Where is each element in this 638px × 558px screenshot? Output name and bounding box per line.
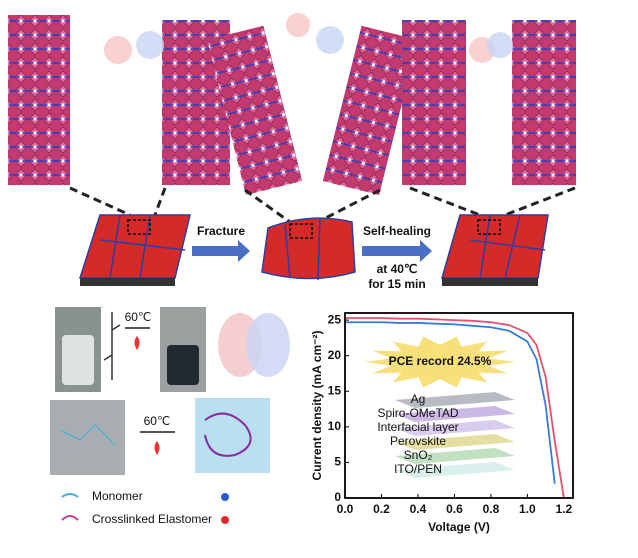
connector-lines	[69, 186, 576, 224]
device-layer	[395, 392, 515, 408]
x-tick-label: 0.8	[483, 502, 500, 516]
x-tick-label: 0.2	[373, 502, 390, 516]
device-layer	[395, 448, 515, 464]
fracture-label: Fracture	[197, 224, 245, 238]
crystal-illustration	[8, 13, 576, 196]
series-line	[345, 317, 565, 499]
layer-label: ITO/PEN	[394, 462, 442, 476]
layer-label: Ag	[411, 392, 426, 406]
temp-label: 60℃	[144, 414, 171, 428]
y-tick-label: 20	[328, 348, 342, 362]
legend-label: Monomer	[92, 489, 143, 503]
layer-label: Spiro-OMeTAD	[377, 406, 458, 420]
y-tick-label: 10	[328, 419, 342, 433]
condition-temp: at 40℃	[377, 262, 418, 276]
layer-label: Interfacial layer	[377, 420, 458, 434]
synthesis-illustration	[50, 307, 290, 524]
x-tick-label: 1.2	[556, 502, 573, 516]
x-tick-label: 0.6	[446, 502, 463, 516]
y-tick-label: 25	[328, 312, 342, 326]
plot-frame	[344, 312, 574, 499]
series-line	[345, 321, 556, 484]
healing-label: Self-healing	[363, 224, 431, 238]
chart: 0.0 0.2 0.4 0.6 0.8 1.0 1.2 0 5 10 15 20 25 PCE recor…	[310, 312, 574, 534]
x-axis-label: Voltage (V)	[428, 520, 490, 534]
temp-label: 60℃	[125, 310, 152, 324]
device-layer	[395, 420, 515, 436]
x-tick-label: 0.4	[410, 502, 427, 516]
layer-label: Perovskite	[390, 434, 446, 448]
condition-time: for 15 min	[368, 277, 425, 291]
device-layer	[395, 462, 515, 478]
x-tick-label: 0.0	[337, 502, 354, 516]
x-tick-label: 1.0	[519, 502, 536, 516]
y-tick-label: 15	[328, 383, 342, 397]
arrows	[192, 240, 432, 262]
device-layer	[395, 406, 515, 422]
y-axis-label: Current density (mA cm⁻²)	[310, 331, 324, 481]
annotation: PCE record 24.5%	[389, 354, 492, 368]
y-tick-label: 0	[334, 490, 341, 504]
y-tick-label: 5	[334, 455, 341, 469]
starburst	[364, 336, 516, 388]
legend-label: Crosslinked Elastomer	[92, 512, 212, 526]
films	[78, 214, 549, 286]
device-layer	[395, 434, 515, 450]
layer-label: SnO₂	[404, 448, 433, 462]
